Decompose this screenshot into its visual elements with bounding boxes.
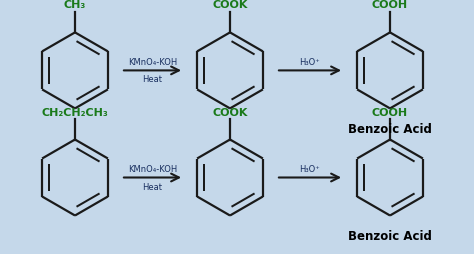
Text: COOK: COOK <box>212 107 248 117</box>
Text: Benzoic Acid: Benzoic Acid <box>348 230 432 243</box>
Text: H₃O⁺: H₃O⁺ <box>300 165 320 174</box>
Text: Heat: Heat <box>143 75 163 84</box>
Text: Heat: Heat <box>143 182 163 191</box>
Text: KMnO₄-KOH: KMnO₄-KOH <box>128 58 177 67</box>
Text: H₃O⁺: H₃O⁺ <box>300 58 320 67</box>
Text: COOH: COOH <box>372 107 408 117</box>
Text: CH₃: CH₃ <box>64 1 86 10</box>
Text: KMnO₄-KOH: KMnO₄-KOH <box>128 165 177 174</box>
Text: Benzoic Acid: Benzoic Acid <box>348 123 432 136</box>
Text: COOK: COOK <box>212 1 248 10</box>
Text: COOH: COOH <box>372 1 408 10</box>
Text: CH₂CH₂CH₃: CH₂CH₂CH₃ <box>42 107 109 117</box>
